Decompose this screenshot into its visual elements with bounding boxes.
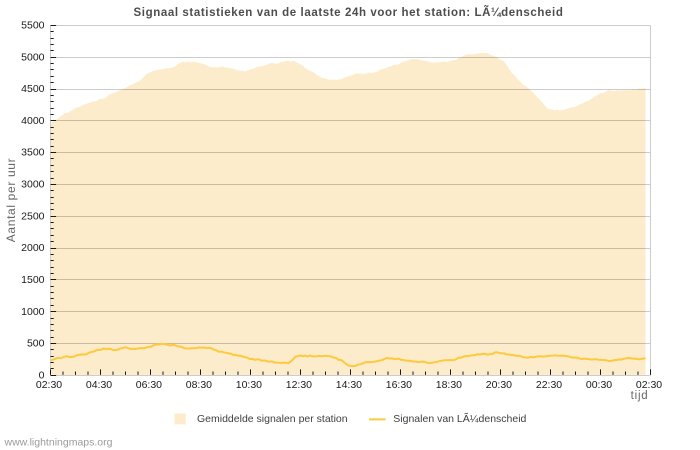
svg-text:4000: 4000	[21, 115, 45, 127]
svg-text:12:30: 12:30	[286, 379, 312, 391]
svg-text:1500: 1500	[21, 274, 45, 286]
svg-text:14:30: 14:30	[336, 379, 362, 391]
svg-text:500: 500	[27, 338, 45, 350]
svg-text:04:30: 04:30	[86, 379, 112, 391]
svg-text:08:30: 08:30	[186, 379, 212, 391]
svg-text:02:30: 02:30	[36, 379, 62, 391]
svg-text:16:30: 16:30	[386, 379, 412, 391]
svg-text:00:30: 00:30	[586, 379, 612, 391]
svg-text:2000: 2000	[21, 242, 45, 254]
svg-text:2500: 2500	[21, 210, 45, 222]
svg-text:22:30: 22:30	[536, 379, 562, 391]
svg-text:0: 0	[39, 369, 45, 381]
svg-text:Signaal statistieken van de la: Signaal statistieken van de laatste 24h …	[134, 6, 564, 19]
svg-text:3500: 3500	[21, 147, 45, 159]
svg-text:Gemiddelde signalen per statio: Gemiddelde signalen per station	[197, 413, 348, 425]
svg-text:5000: 5000	[21, 51, 45, 63]
svg-text:Aantal per uur: Aantal per uur	[4, 158, 18, 242]
svg-text:02:30: 02:30	[636, 379, 662, 391]
svg-text:06:30: 06:30	[136, 379, 162, 391]
svg-text:18:30: 18:30	[436, 379, 462, 391]
svg-text:5500: 5500	[21, 20, 45, 32]
svg-text:1000: 1000	[21, 306, 45, 318]
svg-text:tijd: tijd	[631, 390, 649, 402]
svg-text:10:30: 10:30	[236, 379, 262, 391]
svg-text:20:30: 20:30	[486, 379, 512, 391]
svg-text:3000: 3000	[21, 179, 45, 191]
svg-text:Signalen van LÃ¼denscheid: Signalen van LÃ¼denscheid	[393, 412, 526, 425]
svg-text:www.lightningmaps.org: www.lightningmaps.org	[4, 437, 113, 449]
svg-text:4500: 4500	[21, 83, 45, 95]
